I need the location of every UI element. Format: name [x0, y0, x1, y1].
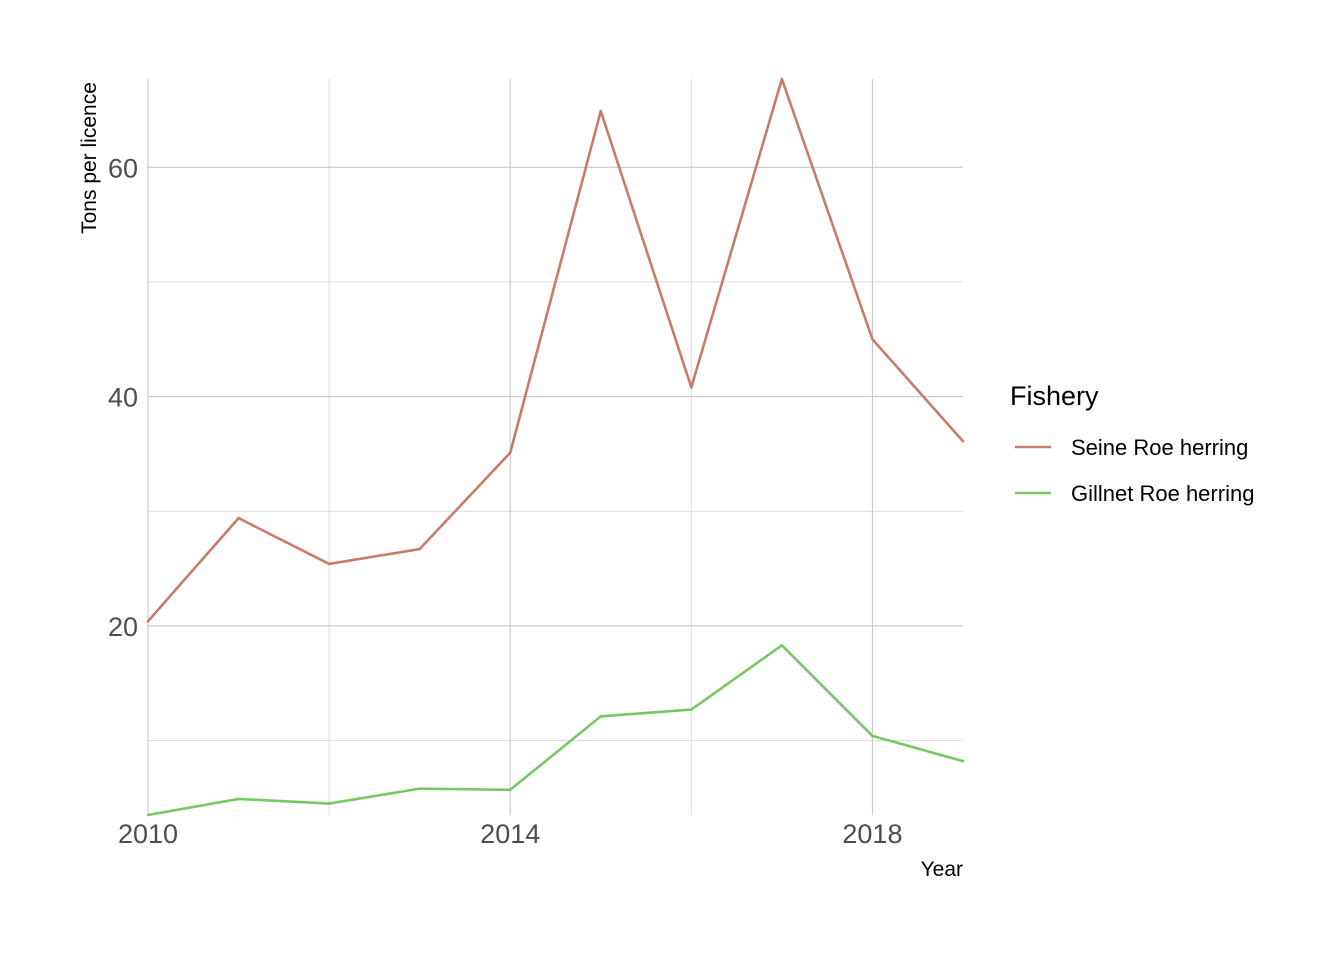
- series-line: [147, 77, 964, 623]
- data-point: [327, 802, 331, 805]
- legend-title: Fishery: [1010, 381, 1099, 411]
- y-tick-label: 20: [108, 612, 138, 642]
- series-lines: [146, 77, 965, 817]
- data-point: [961, 759, 965, 763]
- data-point: [780, 644, 784, 647]
- x-axis-tick-labels: 2010 2014 2018: [118, 819, 903, 849]
- major-gridlines: [147, 79, 963, 815]
- data-point: [780, 77, 784, 81]
- data-point: [508, 451, 512, 455]
- y-axis-tick-labels: 20 40 60: [108, 153, 138, 642]
- y-axis-title: Tons per licence: [78, 82, 101, 234]
- data-point: [961, 439, 965, 443]
- data-point: [418, 787, 421, 790]
- x-axis-title: Year: [921, 858, 963, 881]
- data-point: [599, 109, 603, 113]
- x-tick-label: 2010: [118, 819, 178, 849]
- x-tick-label: 2018: [842, 819, 902, 849]
- data-point: [146, 813, 150, 817]
- data-point: [599, 715, 603, 718]
- data-point: [237, 516, 240, 520]
- data-point: [508, 788, 512, 792]
- legend-items: Seine Roe herring Gillnet Roe herring: [1015, 435, 1254, 506]
- legend: Fishery Seine Roe herring Gillnet Roe her…: [1010, 381, 1254, 506]
- data-point: [327, 562, 331, 566]
- series-line: [147, 644, 964, 817]
- data-point: [871, 337, 874, 341]
- y-tick-label: 40: [108, 383, 138, 413]
- data-point: [418, 547, 421, 551]
- data-point: [690, 386, 693, 389]
- data-point: [237, 797, 240, 801]
- data-point: [146, 619, 150, 623]
- data-point: [871, 734, 874, 738]
- y-tick-label: 60: [108, 153, 138, 183]
- x-tick-label: 2014: [480, 819, 540, 849]
- legend-label: Gillnet Roe herring: [1071, 481, 1254, 506]
- data-point: [690, 708, 693, 711]
- legend-label: Seine Roe herring: [1071, 435, 1248, 460]
